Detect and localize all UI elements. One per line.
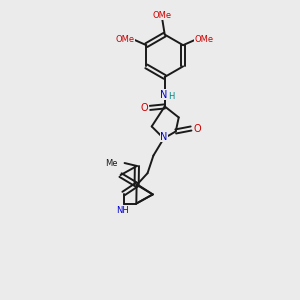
Text: NH: NH bbox=[116, 206, 128, 214]
Text: OMe: OMe bbox=[195, 35, 214, 44]
Text: H: H bbox=[168, 92, 174, 101]
Text: O: O bbox=[193, 124, 201, 134]
Text: OMe: OMe bbox=[116, 35, 135, 44]
Text: N: N bbox=[160, 132, 167, 142]
Text: OMe: OMe bbox=[153, 11, 172, 20]
Text: Me: Me bbox=[106, 158, 118, 167]
Text: N: N bbox=[160, 90, 167, 100]
Text: O: O bbox=[141, 103, 148, 113]
